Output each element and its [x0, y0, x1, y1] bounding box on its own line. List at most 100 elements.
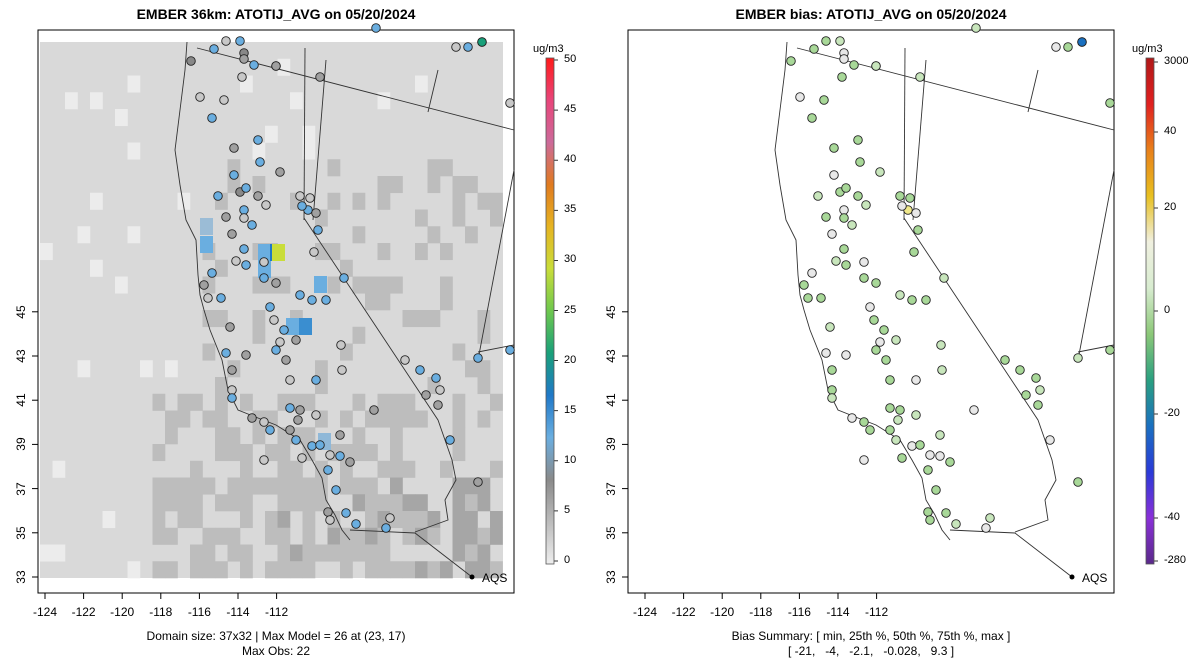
grid-cell	[240, 544, 253, 562]
state-border	[903, 217, 1057, 533]
observation-point	[209, 44, 219, 54]
observation-point	[849, 60, 859, 70]
right-aqs-label: AQS	[1082, 571, 1108, 585]
observation-point	[839, 205, 849, 215]
grid-cell	[452, 393, 466, 411]
colorbar-tick-label: 0	[1164, 304, 1171, 316]
grid-cell	[190, 511, 203, 529]
observation-point	[249, 60, 259, 70]
state-border	[303, 217, 457, 533]
grid-cell	[215, 444, 228, 462]
grid-cell	[302, 142, 316, 160]
grid-cell	[190, 460, 203, 478]
colorbar-tick-label: 10	[564, 453, 577, 466]
colorbar-tick-label: 25	[564, 303, 577, 316]
observation-point	[855, 157, 865, 167]
y-tick-label: 41	[14, 393, 28, 407]
observation-point	[369, 405, 379, 415]
state-border	[312, 59, 327, 221]
grid-cell	[265, 125, 278, 143]
grid-cell	[302, 561, 316, 579]
observation-point	[827, 385, 837, 395]
observation-point	[295, 405, 305, 415]
y-tick-label: 43	[604, 349, 618, 363]
grid-cell	[352, 393, 366, 411]
grid-cell	[452, 209, 466, 227]
grid-cell	[202, 477, 216, 495]
left-aqs-label: AQS	[482, 571, 508, 585]
grid-cell	[352, 276, 366, 294]
model-grid	[40, 42, 503, 579]
grid-cell	[415, 410, 428, 428]
colorbar-tick-label: 35	[564, 203, 577, 216]
observation-point	[323, 507, 333, 517]
grid-cell	[465, 511, 478, 529]
grid-cell	[377, 494, 391, 512]
grid-cell	[377, 544, 391, 562]
observation-point	[229, 143, 239, 153]
observation-point	[435, 385, 445, 395]
grid-cell	[427, 159, 441, 177]
grid-cell	[477, 494, 491, 512]
left-map-panel	[32, 23, 515, 599]
x-tick-label: -112	[865, 605, 889, 619]
observation-point	[831, 256, 841, 266]
observation-point	[221, 36, 231, 46]
observation-point	[816, 293, 826, 303]
grid-cell	[240, 561, 253, 579]
grid-cell	[402, 410, 416, 428]
observation-point	[1051, 42, 1061, 52]
grid-cell	[352, 444, 366, 462]
observation-point	[945, 457, 955, 467]
grid-cell	[202, 544, 216, 562]
colorbar-tick-label: 0	[564, 554, 571, 566]
left-y-axis	[32, 311, 38, 578]
grid-cell	[352, 527, 366, 545]
observation-point	[799, 280, 809, 290]
observation-point	[879, 325, 889, 335]
observation-point	[463, 42, 473, 52]
grid-cell	[377, 176, 391, 194]
grid-cell	[390, 444, 403, 462]
grid-cell	[127, 75, 141, 93]
grid-cell	[427, 561, 441, 579]
grid-cell	[402, 393, 416, 411]
observation-point	[285, 425, 295, 435]
observation-point	[835, 36, 845, 46]
grid-cell	[77, 360, 91, 378]
grid-cell	[40, 544, 53, 562]
right-colorbar-unit: ug/m3	[1132, 43, 1163, 55]
grid-cell	[127, 561, 141, 579]
grid-cell	[252, 326, 266, 344]
grid-cell	[90, 192, 103, 210]
observation-point	[941, 508, 951, 518]
grid-cell	[227, 444, 241, 462]
grid-cell	[452, 527, 466, 545]
left-coastline	[174, 41, 515, 578]
observation-point	[911, 375, 921, 385]
observation-point	[895, 405, 905, 415]
observation-point	[445, 435, 455, 445]
grid-cell	[440, 276, 453, 294]
observation-point	[915, 440, 925, 450]
observation-point	[925, 515, 935, 525]
observation-point	[259, 417, 269, 427]
observation-point	[195, 92, 205, 102]
observation-point	[1073, 477, 1083, 487]
grid-cell	[415, 243, 428, 261]
grid-cell	[365, 444, 378, 462]
observation-point	[325, 515, 335, 525]
observation-point	[321, 295, 331, 305]
grid-cell	[227, 544, 241, 562]
grid-cell	[302, 427, 316, 445]
grid-cell	[240, 460, 253, 478]
observation-point	[371, 23, 381, 33]
right-observation-points	[786, 23, 1115, 533]
grid-cell	[215, 259, 228, 277]
colorbar-tick-label: 30	[564, 253, 577, 266]
observation-point	[951, 519, 961, 529]
observation-point	[203, 293, 213, 303]
observation-point	[216, 293, 226, 303]
x-tick-label: -120	[110, 605, 135, 619]
grid-cell	[365, 477, 378, 495]
